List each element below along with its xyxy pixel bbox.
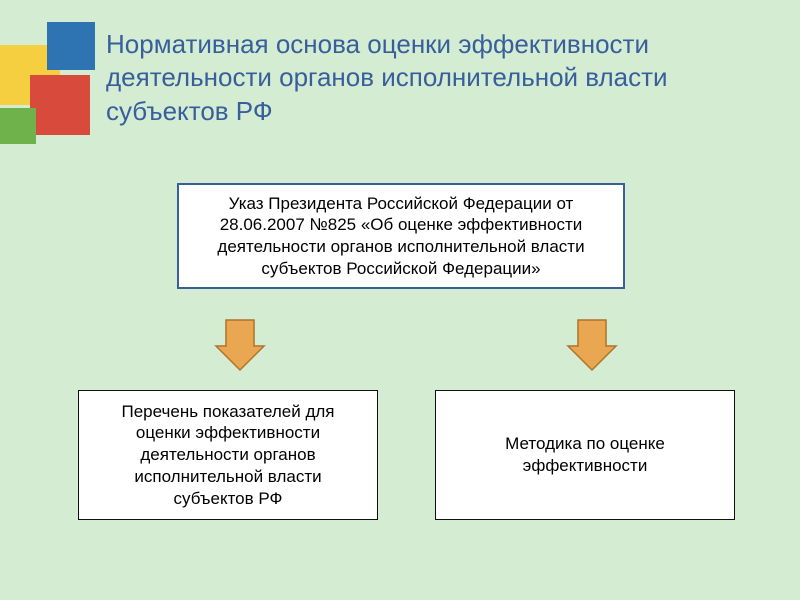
down-arrow-left: [214, 318, 266, 372]
slide-root: Нормативная основа оценки эффективности …: [0, 0, 800, 600]
box-methodology: Методика по оценке эффективности: [435, 390, 735, 520]
box-decree-text: Указ Президента Российской Федерации от …: [193, 193, 609, 280]
decor-green-square: [0, 108, 36, 144]
box-indicators-list-text: Перечень показателей для оценки эффектив…: [93, 401, 363, 510]
box-methodology-text: Методика по оценке эффективности: [450, 433, 720, 477]
slide-title: Нормативная основа оценки эффективности …: [106, 28, 746, 128]
slide-title-text: Нормативная основа оценки эффективности …: [106, 28, 746, 128]
box-indicators-list: Перечень показателей для оценки эффектив…: [78, 390, 378, 520]
decor-blue-square: [47, 22, 95, 70]
box-decree: Указ Президента Российской Федерации от …: [177, 183, 625, 289]
down-arrow-right: [566, 318, 618, 372]
decor-red-square: [30, 75, 90, 135]
